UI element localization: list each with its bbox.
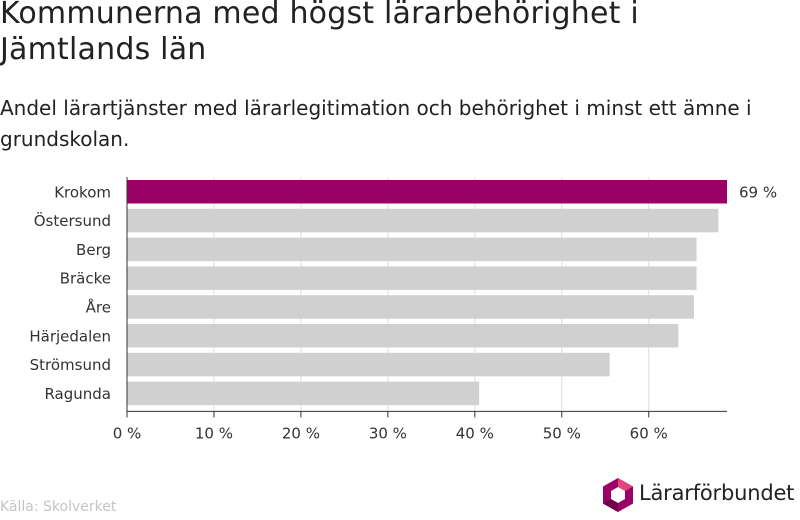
- x-tick-label: 60 %: [630, 424, 668, 442]
- bar: [127, 324, 679, 348]
- bar: [127, 295, 694, 319]
- bar: [127, 208, 719, 233]
- source-note: Källa: Skolverket: [0, 499, 117, 515]
- bar: [127, 180, 727, 204]
- category-label: Åre: [86, 297, 111, 316]
- bar: [127, 237, 697, 262]
- x-tick-label: 30 %: [369, 424, 407, 442]
- category-label: Härjedalen: [29, 327, 111, 345]
- x-tick-label: 0 %: [113, 424, 142, 442]
- category-label: Berg: [76, 241, 111, 259]
- bar-chart: Krokom Östersund Berg Bräcke Åre Härjedalen St…: [29, 177, 777, 442]
- x-tick-label: 40 %: [456, 424, 494, 442]
- chart-title: Kommunerna med högst lärarbehörighet i J…: [0, 0, 639, 67]
- category-label: Bräcke: [60, 270, 111, 288]
- x-tick-label: 10 %: [195, 424, 233, 442]
- x-tick-label: 50 %: [543, 424, 581, 442]
- category-label: Strömsund: [30, 356, 111, 374]
- brand-logo: Lärarförbundet: [601, 477, 797, 513]
- bar: [127, 266, 697, 290]
- category-label: Ragunda: [44, 385, 111, 403]
- x-tick-label: 20 %: [282, 424, 320, 442]
- category-label: Krokom: [54, 183, 111, 201]
- data-label: 69 %: [739, 183, 777, 201]
- hexagon-logo-icon: [603, 478, 633, 512]
- chart-subtitle: Andel lärartjänster med lärarlegitimatio…: [0, 96, 752, 151]
- bar: [127, 381, 480, 406]
- category-label: Östersund: [34, 211, 111, 230]
- brand-name: Lärarförbundet: [639, 481, 795, 505]
- bar: [127, 352, 610, 377]
